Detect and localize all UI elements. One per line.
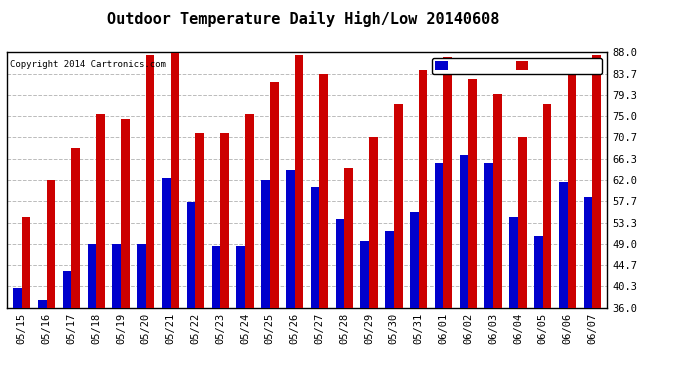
Bar bbox=[295, 55, 304, 308]
Bar bbox=[96, 114, 105, 308]
Bar bbox=[410, 212, 419, 308]
Bar bbox=[170, 54, 179, 307]
Bar bbox=[360, 241, 369, 308]
Bar bbox=[344, 168, 353, 308]
Bar bbox=[261, 180, 270, 308]
Bar bbox=[369, 137, 377, 308]
Bar bbox=[444, 57, 452, 308]
Bar bbox=[493, 94, 502, 308]
Bar bbox=[435, 163, 444, 308]
Bar bbox=[534, 236, 543, 308]
Bar bbox=[88, 244, 96, 308]
Bar bbox=[270, 82, 279, 308]
Bar bbox=[543, 104, 551, 308]
Bar bbox=[394, 104, 402, 308]
Text: Copyright 2014 Cartronics.com: Copyright 2014 Cartronics.com bbox=[10, 60, 166, 69]
Bar bbox=[559, 183, 567, 308]
Bar bbox=[286, 170, 295, 308]
Bar bbox=[319, 74, 328, 308]
Bar bbox=[212, 246, 220, 308]
Text: Outdoor Temperature Daily High/Low 20140608: Outdoor Temperature Daily High/Low 20140… bbox=[108, 11, 500, 27]
Bar bbox=[419, 70, 427, 308]
Bar bbox=[187, 202, 195, 308]
Bar bbox=[137, 244, 146, 308]
Bar bbox=[310, 188, 319, 308]
Bar bbox=[469, 80, 477, 308]
Bar bbox=[335, 219, 344, 308]
Bar bbox=[220, 134, 229, 308]
Legend: Low  (°F), High  (°F): Low (°F), High (°F) bbox=[432, 58, 602, 74]
Bar bbox=[518, 137, 526, 308]
Bar bbox=[71, 148, 80, 308]
Bar bbox=[121, 119, 130, 308]
Bar bbox=[38, 300, 47, 307]
Bar bbox=[484, 163, 493, 308]
Bar bbox=[112, 244, 121, 308]
Bar bbox=[584, 197, 592, 308]
Bar bbox=[509, 217, 518, 308]
Bar bbox=[162, 177, 170, 308]
Bar bbox=[592, 55, 601, 308]
Bar bbox=[460, 156, 469, 308]
Bar bbox=[13, 288, 22, 308]
Bar bbox=[245, 114, 254, 308]
Bar bbox=[385, 231, 394, 308]
Bar bbox=[63, 271, 71, 308]
Bar bbox=[195, 134, 204, 308]
Bar bbox=[22, 217, 30, 308]
Bar bbox=[237, 246, 245, 308]
Bar bbox=[567, 70, 576, 308]
Bar bbox=[47, 180, 55, 308]
Bar bbox=[146, 55, 155, 308]
